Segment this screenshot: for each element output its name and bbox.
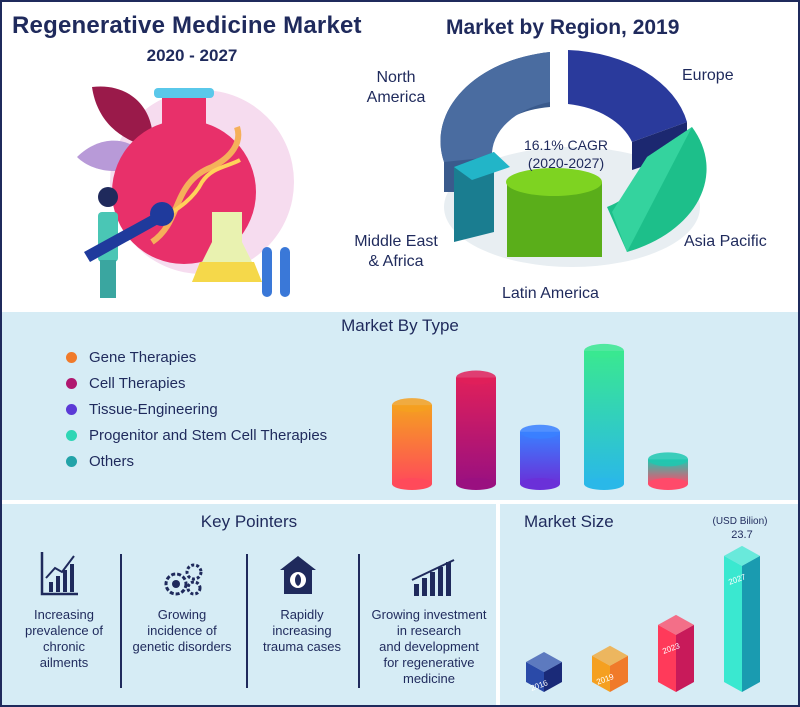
type-section-title: Market By Type [341, 316, 459, 335]
donut-slice-north-america-top [440, 52, 550, 162]
legend-item: Others [66, 448, 327, 474]
page-title: Regenerative Medicine Market [12, 12, 362, 39]
size-bar [724, 545, 760, 692]
cagr-label: 16.1% CAGR (2020-2027) [506, 136, 626, 172]
legend-label: Others [89, 452, 135, 470]
label-latin-america: Latin America [502, 285, 599, 302]
donut-slice-asia-pacific-top [612, 127, 692, 252]
legend-label: Tissue-Engineering [89, 400, 218, 418]
legend-dot-icon [66, 377, 77, 389]
flask-cap [154, 88, 214, 98]
label-mea: Middle East & Africa [354, 233, 438, 270]
page-subtitle: 2020 - 2027 [146, 46, 238, 65]
scientist-head [98, 187, 118, 207]
key-pointer-3: Rapidly increasing trauma cases [262, 607, 342, 654]
key-pointers-panel [2, 504, 496, 705]
legend-item: Tissue-Engineering [66, 396, 327, 422]
legend-item: Progenitor and Stem Cell Therapies [66, 422, 327, 448]
legend-dot-icon [66, 455, 77, 467]
region-donut-chart [440, 50, 707, 267]
small-flask-liquid [192, 262, 262, 282]
cagr-period: (2020-2027) [527, 155, 605, 171]
label-europe: Europe [682, 67, 734, 84]
size-bar [526, 652, 562, 692]
chart-growth-icon [40, 552, 78, 596]
wrench-icon [84, 212, 162, 262]
test-tube [262, 247, 272, 297]
type-bar-chart [392, 343, 688, 490]
size-bar [592, 645, 628, 692]
label-asia-pacific: Asia Pacific [684, 233, 767, 250]
type-bar [520, 424, 560, 490]
donut-slice-latin-america [507, 182, 602, 257]
size-bar [658, 614, 694, 692]
lab-illustration [77, 86, 294, 298]
unit-label: (USD Bilion) [712, 516, 768, 527]
bar-growth-icon [411, 559, 455, 596]
donut-slice-europe-side [632, 122, 687, 170]
type-legend: Gene Therapies Cell Therapies Tissue-Engin… [66, 344, 327, 474]
gears-icon [164, 563, 203, 596]
type-bar [648, 452, 688, 490]
cagr-value: 16.1% CAGR [523, 137, 609, 153]
donut-slice-europe [568, 50, 687, 142]
first-aid-home-icon [280, 556, 316, 594]
legend-dot-icon [66, 403, 77, 415]
label-north-america: North America [366, 69, 426, 106]
key-divider-2 [246, 554, 248, 688]
legend-label: Cell Therapies [89, 374, 186, 392]
type-bar [456, 370, 496, 490]
key-pointer-2: Growing incidence of genetic disorders [132, 607, 232, 654]
peak-value-label: 23.7 [731, 529, 753, 541]
type-bar [584, 343, 624, 490]
legend-item: Gene Therapies [66, 344, 327, 370]
market-size-title: Market Size [524, 512, 614, 531]
region-chart-title: Market by Region, 2019 [446, 16, 680, 39]
leaf-icon [92, 86, 153, 147]
key-pointers-title: Key Pointers [200, 512, 298, 531]
key-pointer-4: Growing investment in research and devel… [371, 607, 487, 686]
legend-item: Cell Therapies [66, 370, 327, 396]
scientist-legs [100, 260, 116, 298]
key-pointer-1: Increasing prevalence of chronic ailment… [24, 607, 104, 670]
legend-label: Progenitor and Stem Cell Therapies [89, 426, 328, 444]
wrench-head [150, 202, 174, 226]
key-divider-1 [120, 554, 122, 688]
legend-label: Gene Therapies [89, 348, 197, 366]
type-bar [392, 398, 432, 490]
donut-slice-latin-america-top [506, 168, 602, 196]
test-tube-2 [280, 247, 290, 297]
legend-dot-icon [66, 429, 77, 441]
key-divider-3 [358, 554, 360, 688]
legend-dot-icon [66, 351, 77, 363]
donut-slice-mea-top [454, 152, 510, 180]
